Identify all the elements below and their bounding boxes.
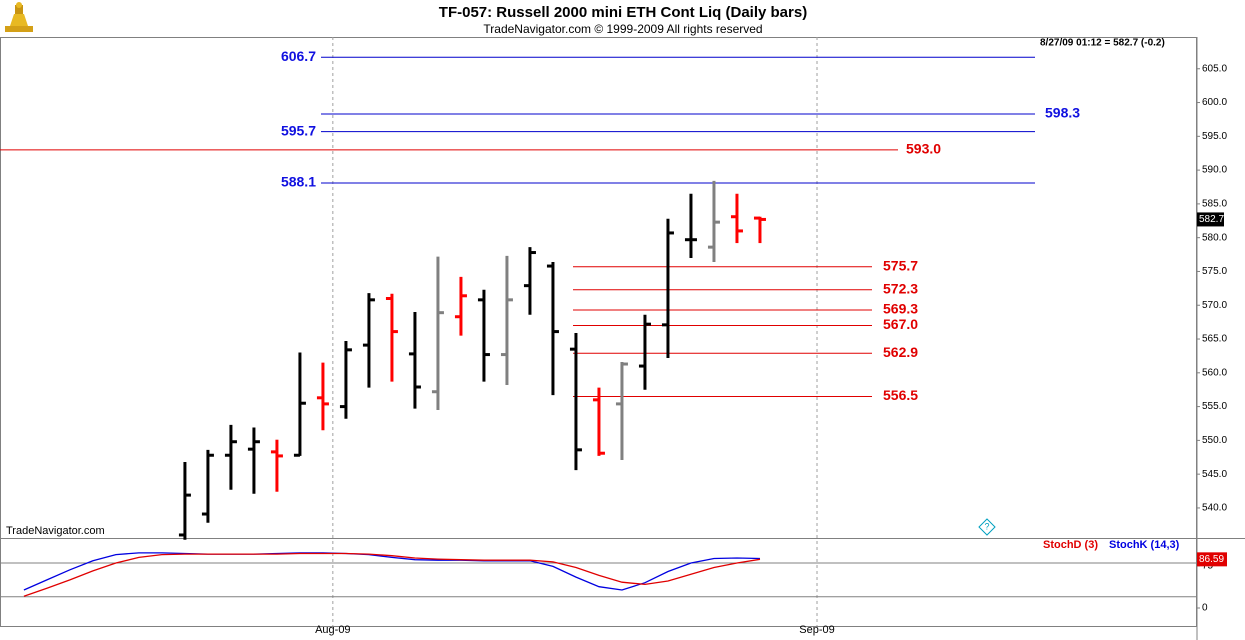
level-label: 569.3 — [883, 301, 918, 317]
header-info: 8/27/09 01:12 = 582.7 (-0.2) — [1040, 38, 1165, 49]
stoch-line — [23, 552, 761, 591]
y-tick-label: 595.0 — [1202, 131, 1227, 142]
level-label: 606.7 — [281, 48, 316, 64]
level-label: 572.3 — [883, 280, 918, 296]
y-tick-label: 580.0 — [1202, 232, 1227, 243]
help-icon[interactable]: ? — [978, 518, 996, 536]
y-tick-label: 550.0 — [1202, 435, 1227, 446]
x-tick-label: Sep-09 — [799, 624, 834, 636]
y-tick-label: 600.0 — [1202, 97, 1227, 108]
y-tick-label: 605.0 — [1202, 63, 1227, 74]
level-label: 593.0 — [906, 141, 941, 157]
y-tick-label: 555.0 — [1202, 401, 1227, 412]
legend-entry: StochK (14,3) — [1109, 539, 1180, 551]
logo-icon — [5, 2, 33, 32]
level-label: 575.7 — [883, 257, 918, 273]
y-tick-label: 565.0 — [1202, 334, 1227, 345]
y-tick-label: 590.0 — [1202, 165, 1227, 176]
x-tick-label: Aug-09 — [315, 624, 350, 636]
level-label: 598.3 — [1045, 105, 1080, 121]
watermark: TradeNavigator.com — [6, 525, 105, 537]
y-tick-label: 560.0 — [1202, 367, 1227, 378]
y-tick-label: 0 — [1202, 603, 1208, 614]
legend-entry: StochD (3) — [1043, 539, 1098, 551]
chart-title: TF-057: Russell 2000 mini ETH Cont Liq (… — [439, 4, 807, 21]
last-price-box — [1197, 212, 1224, 227]
level-label: 556.5 — [883, 387, 918, 403]
y-tick-label: 585.0 — [1202, 199, 1227, 210]
chart-subtitle: TradeNavigator.com © 1999-2009 All right… — [483, 22, 762, 36]
level-label: 595.7 — [281, 122, 316, 138]
last-value-box — [1197, 552, 1227, 567]
y-tick-label: 545.0 — [1202, 469, 1227, 480]
last-price-label: 582.7 — [1199, 214, 1224, 225]
y-tick-label: 570.0 — [1202, 300, 1227, 311]
level-label: 567.0 — [883, 316, 918, 332]
svg-text:?: ? — [984, 521, 989, 531]
level-label: 588.1 — [281, 174, 316, 190]
y-tick-label: 540.0 — [1202, 503, 1227, 514]
level-label: 562.9 — [883, 344, 918, 360]
stoch-line — [23, 552, 761, 597]
y-tick-label: 575.0 — [1202, 266, 1227, 277]
last-value-label: 86.59 — [1199, 554, 1224, 565]
